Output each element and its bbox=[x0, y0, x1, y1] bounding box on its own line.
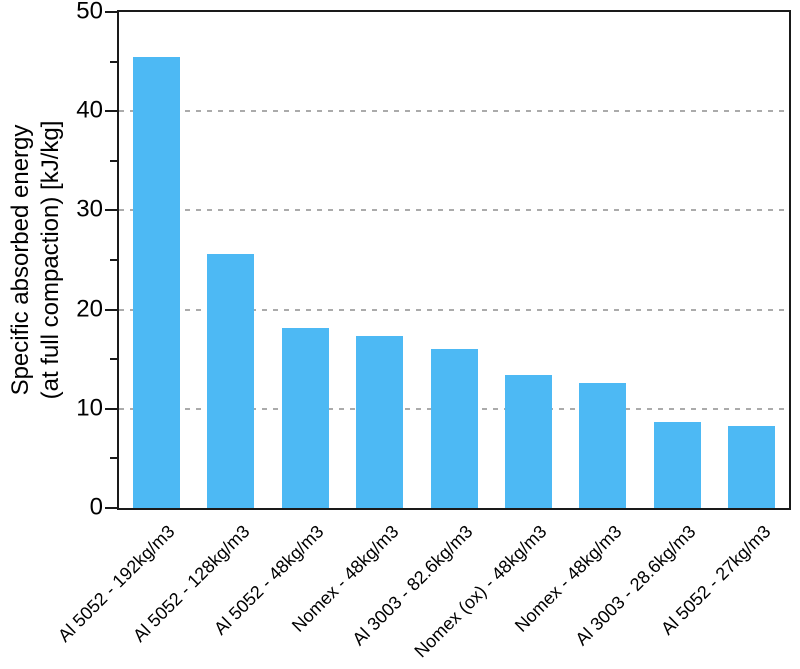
bar-1 bbox=[132, 56, 180, 508]
ytick-major-40 bbox=[105, 110, 117, 113]
ytick-major-0 bbox=[105, 507, 117, 509]
ytick-minor-35 bbox=[110, 159, 117, 162]
ytick-label-40: 40 bbox=[76, 96, 103, 124]
ytick-label-0: 0 bbox=[89, 493, 103, 521]
y-axis-title-line1: Specific absorbed energy bbox=[7, 124, 34, 396]
bar-2 bbox=[207, 254, 255, 508]
xtick-label-6: Nomex (ox) - 48kg/m3 bbox=[410, 521, 551, 662]
ytick-major-20 bbox=[105, 308, 117, 311]
ytick-minor-15 bbox=[110, 358, 117, 361]
bar-3 bbox=[281, 328, 329, 508]
ytick-major-30 bbox=[105, 209, 117, 212]
ytick-minor-25 bbox=[110, 259, 117, 261]
y-axis-title: Specific absorbed energy (at full compac… bbox=[6, 121, 66, 400]
ytick-minor-5 bbox=[110, 457, 117, 460]
gridline-y20 bbox=[119, 308, 789, 311]
bar-6 bbox=[504, 375, 552, 508]
ytick-label-20: 20 bbox=[76, 295, 103, 323]
bar-7 bbox=[579, 383, 627, 508]
y-axis-title-line2: (at full compaction) [kJ/kg] bbox=[37, 120, 64, 400]
ytick-minor-45 bbox=[110, 60, 117, 63]
ytick-label-30: 30 bbox=[76, 195, 103, 223]
gridline-y40 bbox=[119, 110, 789, 113]
ytick-label-50: 50 bbox=[76, 0, 103, 25]
gridline-y30 bbox=[119, 209, 789, 212]
ytick-major-50 bbox=[105, 11, 117, 13]
bar-5 bbox=[430, 349, 478, 508]
plot-area bbox=[117, 10, 791, 510]
bar-9 bbox=[728, 425, 776, 508]
ytick-label-10: 10 bbox=[76, 394, 103, 422]
bar-8 bbox=[653, 421, 701, 508]
ytick-major-10 bbox=[105, 407, 117, 410]
bar-4 bbox=[356, 336, 404, 508]
